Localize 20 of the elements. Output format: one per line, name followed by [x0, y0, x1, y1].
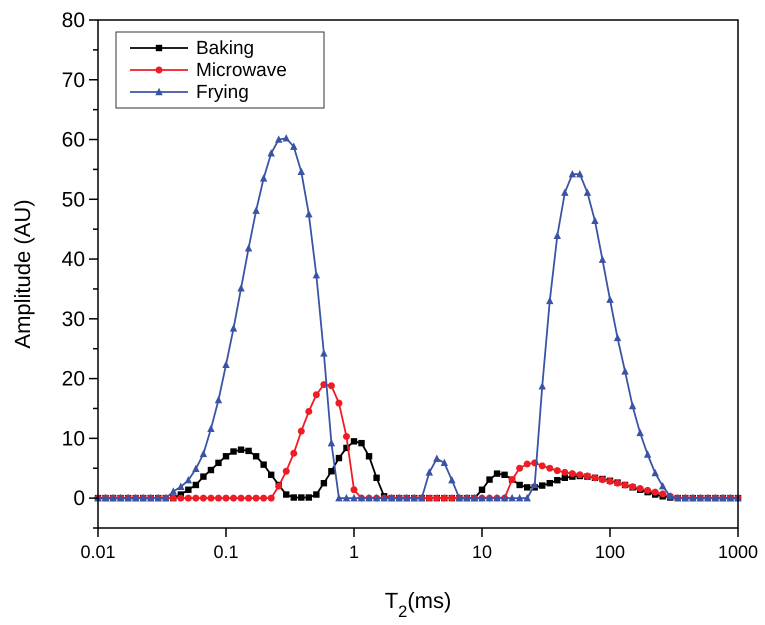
y-tick-label: 0 [73, 487, 85, 510]
y-tick-label: 10 [62, 427, 85, 450]
legend-label: Baking [196, 38, 254, 59]
y-axis-title: Amplitude (AU) [10, 199, 35, 349]
y-tick-label: 60 [62, 128, 85, 152]
y-tick-label: 30 [62, 308, 85, 331]
y-tick-label: 50 [62, 188, 85, 212]
x-tick-label: 0.1 [213, 542, 239, 562]
y-tick-label: 80 [62, 9, 85, 32]
y-tick-label: 40 [62, 248, 85, 272]
x-tick-label: 1 [348, 542, 360, 562]
y-tick-label: 20 [62, 368, 85, 391]
x-axis-title: T$_{2}$(ms) [384, 588, 452, 621]
x-tick-label: 100 [594, 542, 626, 562]
legend-label: Microwave [196, 60, 287, 81]
x-tick-label: 10 [472, 542, 492, 562]
x-tick-label: 1000 [718, 542, 758, 562]
y-tick-label: 70 [62, 68, 85, 92]
x-tick-label: 0.01 [80, 542, 116, 562]
legend-label: Frying [196, 82, 249, 103]
